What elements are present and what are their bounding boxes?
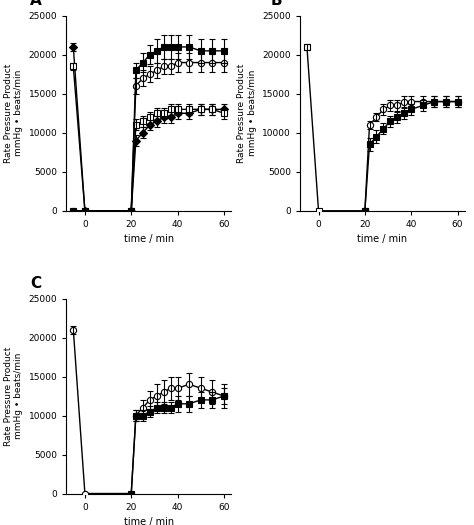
Y-axis label: Rate Pressure Product
mmHg • beats/min: Rate Pressure Product mmHg • beats/min (4, 346, 23, 446)
Y-axis label: Rate Pressure Product
mmHg • beats/min: Rate Pressure Product mmHg • beats/min (4, 64, 23, 163)
Y-axis label: Rate Pressure Product
mmHg • beats/min: Rate Pressure Product mmHg • beats/min (237, 64, 256, 163)
Text: A: A (30, 0, 42, 8)
Text: C: C (30, 276, 41, 291)
X-axis label: time / min: time / min (124, 517, 173, 525)
X-axis label: time / min: time / min (357, 234, 407, 244)
Text: B: B (270, 0, 282, 8)
X-axis label: time / min: time / min (124, 234, 173, 244)
